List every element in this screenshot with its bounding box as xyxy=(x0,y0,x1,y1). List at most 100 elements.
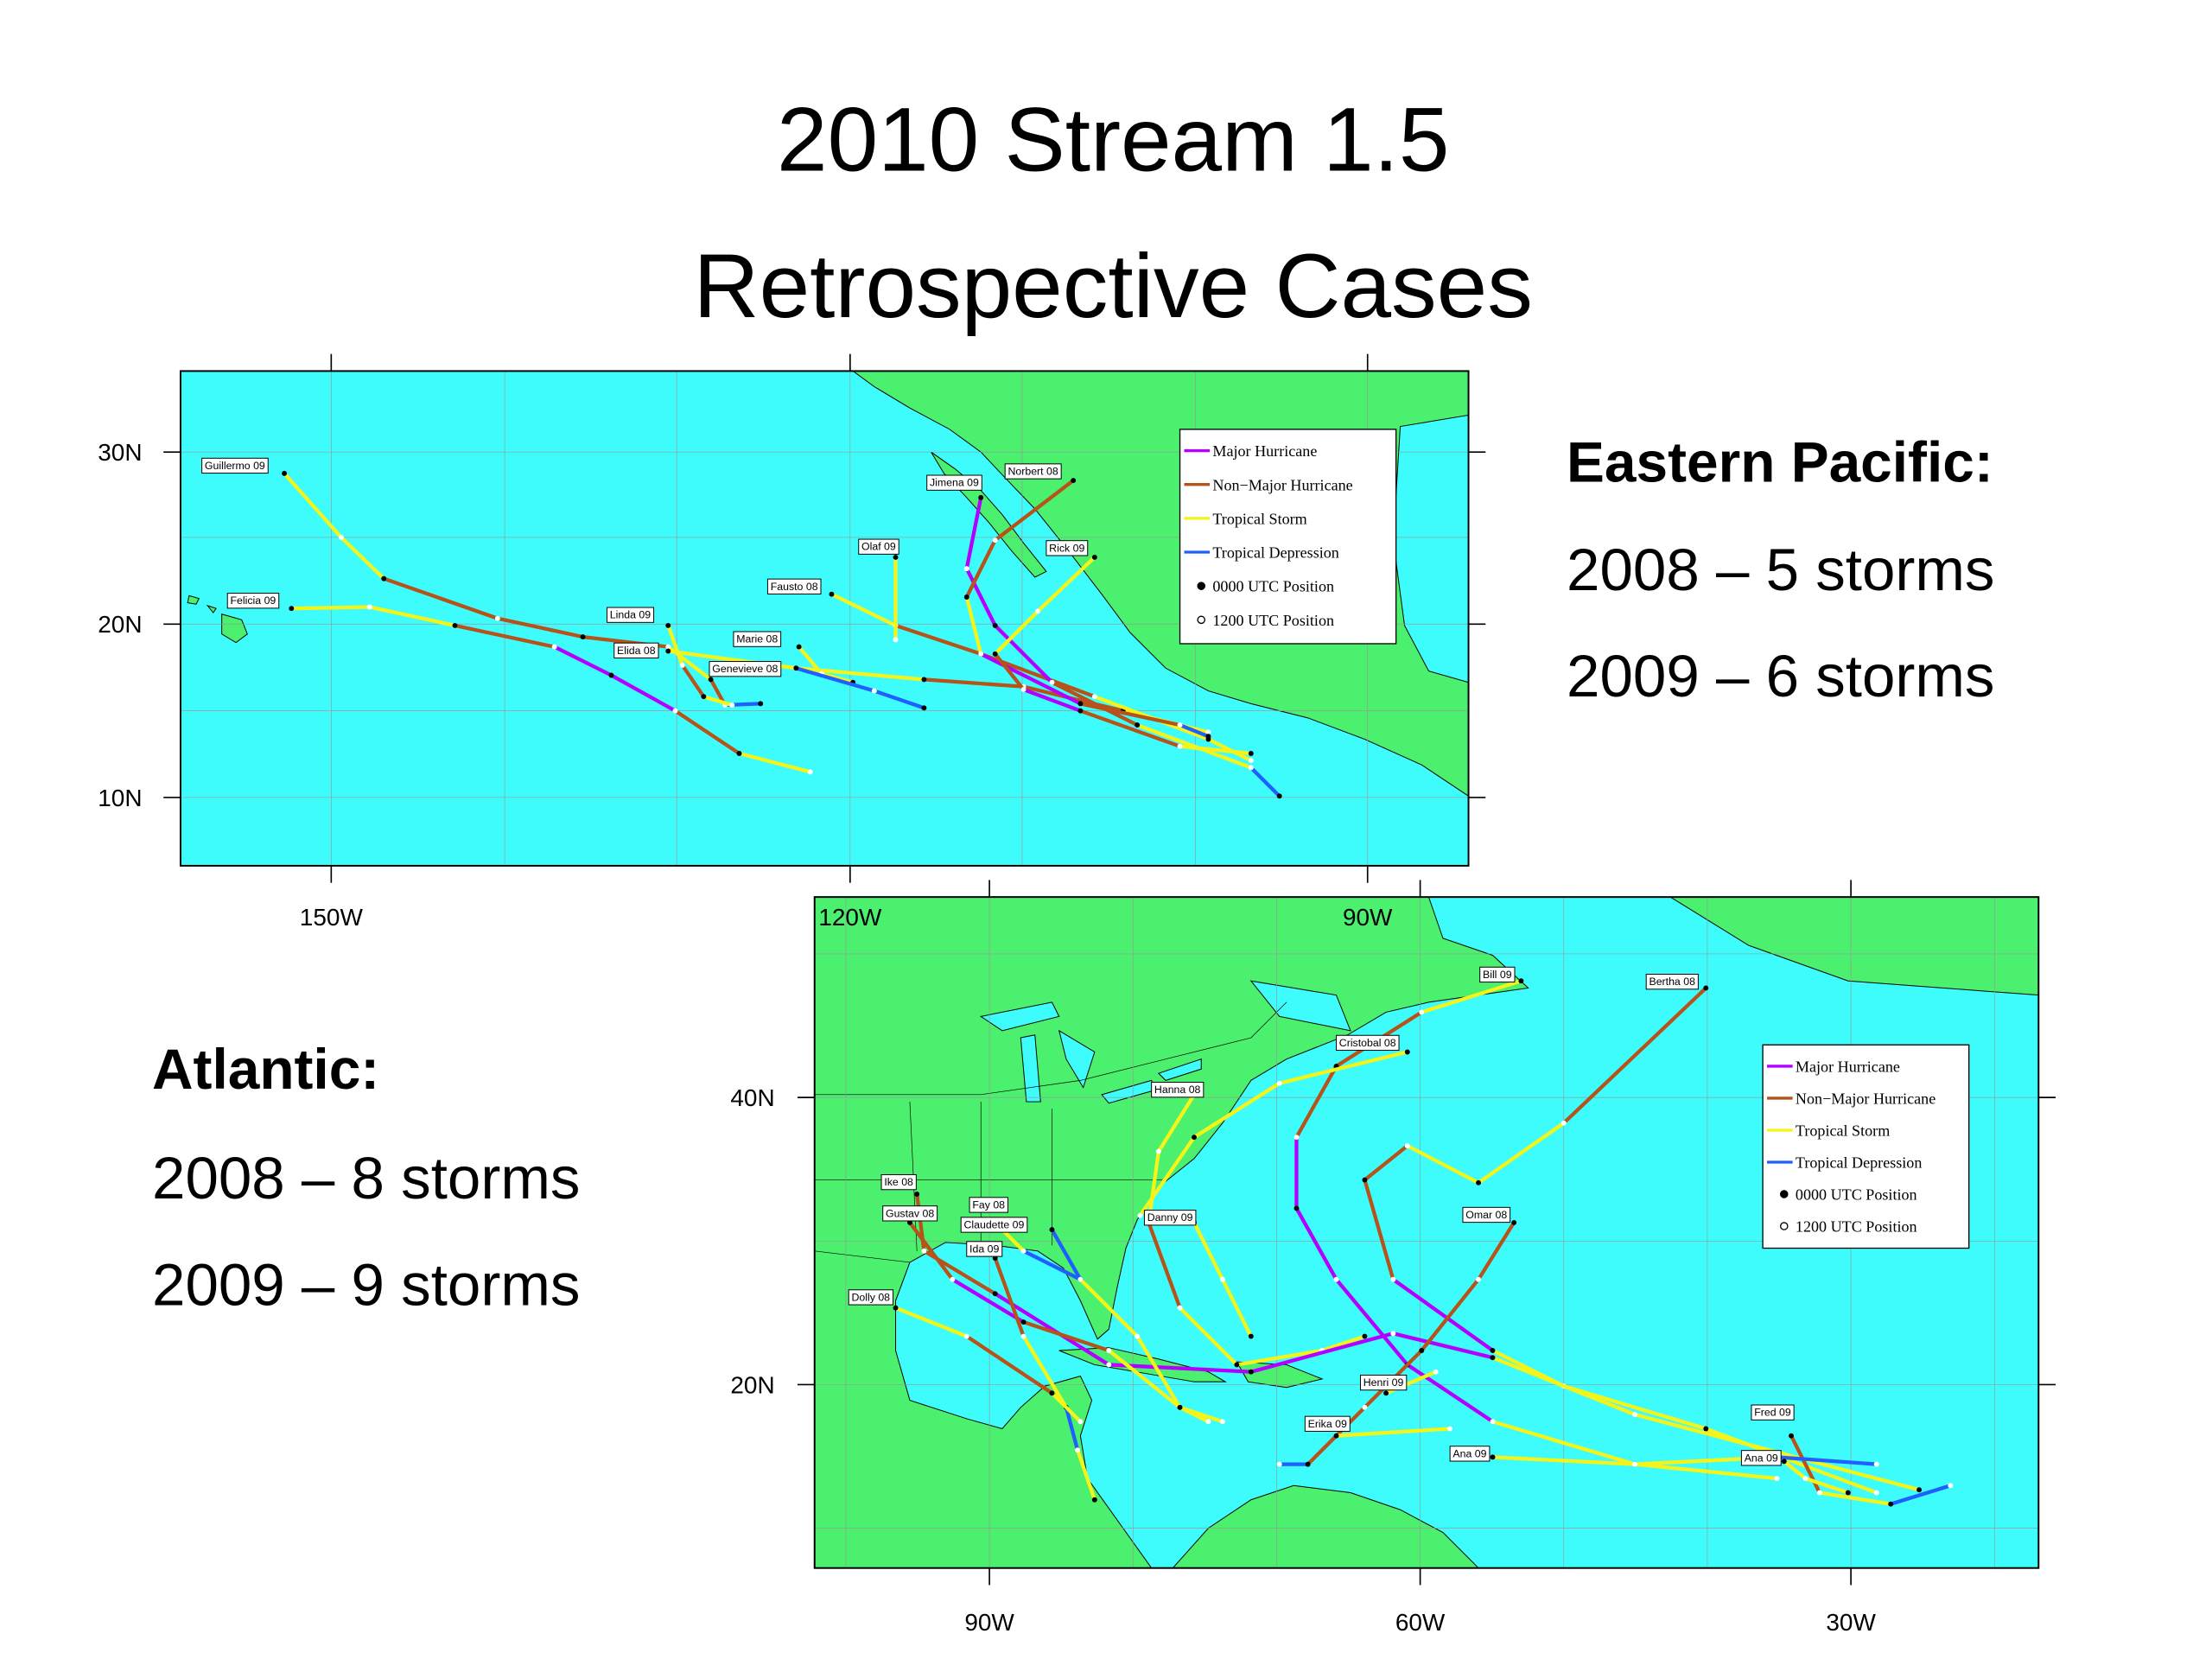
storm-label-box xyxy=(1740,1450,1782,1466)
lon-label: 60W xyxy=(1395,1609,1446,1636)
storm-label-box xyxy=(1143,1210,1197,1226)
storm-label: Norbert 08 xyxy=(1007,466,1058,478)
storm-label: Genevieve 08 xyxy=(712,663,778,675)
track-position xyxy=(1035,608,1040,614)
track-segment xyxy=(1135,1334,1182,1409)
track-position xyxy=(1419,1009,1425,1015)
track-position xyxy=(1177,1404,1183,1410)
track-segment xyxy=(1075,1448,1096,1502)
track-position xyxy=(1632,1461,1637,1467)
track-segment xyxy=(289,605,372,611)
track-position xyxy=(871,688,877,694)
track-position xyxy=(963,594,969,600)
track-segment xyxy=(830,592,898,628)
track-segment xyxy=(893,623,983,656)
tracks xyxy=(282,470,1282,799)
track-segment xyxy=(609,673,677,713)
track-segment xyxy=(1178,1306,1239,1367)
lake xyxy=(1157,1058,1202,1081)
track-position xyxy=(1888,1501,1894,1507)
track-position xyxy=(758,701,764,707)
track-position xyxy=(978,651,984,657)
storm-label: Dolly 08 xyxy=(852,1291,891,1303)
track-position xyxy=(1234,1362,1240,1368)
storm-label-box xyxy=(848,1289,893,1306)
track-position xyxy=(1476,1276,1482,1282)
section-heading: Atlantic: xyxy=(152,1037,379,1101)
track-segment xyxy=(993,652,1026,692)
track-position xyxy=(992,1291,998,1297)
track-segment xyxy=(1147,1220,1182,1310)
track-position xyxy=(893,1305,899,1311)
track-position xyxy=(494,615,500,621)
legend-swatch xyxy=(1197,615,1206,625)
legend-label: Non−Major Hurricane xyxy=(1212,476,1352,493)
storm-label-box xyxy=(1462,1206,1511,1224)
track-position xyxy=(1362,1404,1368,1410)
storm-label-box xyxy=(226,593,280,609)
track-segment xyxy=(1277,1050,1409,1085)
track-segment xyxy=(1064,1405,1080,1452)
track-position xyxy=(1816,1490,1822,1496)
hawaii xyxy=(206,604,217,613)
track-segment xyxy=(993,623,1054,684)
storm-label: Bertha 08 xyxy=(1649,976,1695,988)
storm-label-box xyxy=(858,538,899,555)
legend-label: 1200 UTC Position xyxy=(1796,1218,1917,1236)
track-segment xyxy=(1363,1178,1395,1281)
storm-label: Guillermo 09 xyxy=(205,460,265,472)
track-segment xyxy=(1319,1334,1367,1353)
track-segment xyxy=(964,495,983,571)
legend-swatch xyxy=(1197,582,1206,590)
track-position xyxy=(381,575,387,582)
track-position xyxy=(1390,1331,1396,1337)
track-segment xyxy=(1035,555,1096,613)
track-segment xyxy=(1050,680,1140,728)
track-position xyxy=(1077,708,1084,714)
legend-label: Tropical Depression xyxy=(1212,544,1338,562)
legend-label: Tropical Storm xyxy=(1212,510,1306,527)
track-segment xyxy=(964,1334,1054,1395)
track-segment xyxy=(1021,1319,1111,1353)
storm-label-box xyxy=(926,474,982,491)
track-position xyxy=(1560,1120,1567,1126)
track-segment xyxy=(680,663,706,699)
track-position xyxy=(665,648,671,654)
storm-label-box xyxy=(1151,1082,1205,1098)
storm-label-box xyxy=(613,642,659,658)
storm-label-box xyxy=(1046,540,1089,556)
track-position xyxy=(1873,1461,1879,1467)
track-position xyxy=(1091,694,1097,700)
track-segment xyxy=(1420,1277,1481,1353)
track-position xyxy=(1020,1333,1027,1339)
map-frame xyxy=(179,370,1470,867)
title-line: Retrospective Cases xyxy=(694,236,1533,337)
track-position xyxy=(665,644,671,650)
track-position xyxy=(1333,1276,1339,1282)
legend-swatch xyxy=(1780,1222,1789,1230)
track-position xyxy=(452,622,458,628)
track-segment xyxy=(794,666,876,693)
legend-label: Tropical Depression xyxy=(1796,1154,1922,1172)
track-segment xyxy=(964,566,997,628)
track-position xyxy=(672,708,678,714)
track-segment xyxy=(1021,1334,1069,1409)
lon-label: 150W xyxy=(300,904,364,931)
track-position xyxy=(1845,1490,1851,1496)
track-position xyxy=(1248,758,1254,764)
track-segment xyxy=(1178,722,1211,739)
border xyxy=(814,1250,910,1263)
storm-label: Cristobal 08 xyxy=(1339,1037,1396,1049)
track-segment xyxy=(1491,1455,1637,1466)
track-position xyxy=(793,665,799,671)
map-axes: 30N 20N 10N 150W 120W 90W 40N 20N 90W 60W 30W xyxy=(98,353,2056,1636)
track-position xyxy=(807,769,813,775)
track-position xyxy=(1177,722,1183,728)
track-segment xyxy=(1561,986,1708,1125)
track-position xyxy=(708,677,714,683)
storm-label: Erika 09 xyxy=(1308,1418,1347,1430)
track-position xyxy=(914,1192,920,1197)
storm-label: Marie 08 xyxy=(736,633,778,645)
track-position xyxy=(1276,1461,1282,1467)
track-position xyxy=(1077,701,1084,707)
